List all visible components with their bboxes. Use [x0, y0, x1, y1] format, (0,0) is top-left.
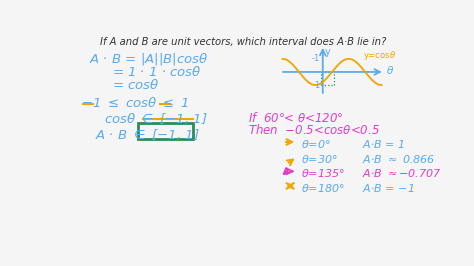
- Text: $\theta$=0$\degree$: $\theta$=0$\degree$: [301, 138, 331, 150]
- Text: -1: -1: [311, 54, 319, 63]
- Text: y=cos$\theta$: y=cos$\theta$: [363, 49, 396, 62]
- Text: cos$\theta$ $\in$ [$-$1, 1]: cos$\theta$ $\in$ [$-$1, 1]: [104, 111, 208, 126]
- Text: $\theta$=135$\degree$: $\theta$=135$\degree$: [301, 167, 345, 180]
- Text: If  60$\degree$< $\theta$<120$\degree$: If 60$\degree$< $\theta$<120$\degree$: [247, 111, 343, 125]
- Text: Then  $-$0.5<cos$\theta$<0.5: Then $-$0.5<cos$\theta$<0.5: [247, 123, 380, 137]
- Text: $-$1 $\leq$ cos$\theta$ $\leq$ 1: $-$1 $\leq$ cos$\theta$ $\leq$ 1: [81, 96, 189, 110]
- Text: = cos$\theta$: = cos$\theta$: [112, 78, 159, 92]
- Text: A $\cdot$ B $\in$ [$-$1, 1]: A $\cdot$ B $\in$ [$-$1, 1]: [95, 127, 200, 142]
- Text: $\theta$: $\theta$: [386, 64, 394, 76]
- Text: If A and B are unit vectors, which interval does A·B lie in?: If A and B are unit vectors, which inter…: [100, 37, 386, 47]
- Text: = 1 $\cdot$ 1 $\cdot$ cos$\theta$: = 1 $\cdot$ 1 $\cdot$ cos$\theta$: [112, 65, 201, 79]
- Text: A$\cdot$B $\approx$ 0.866: A$\cdot$B $\approx$ 0.866: [362, 153, 434, 165]
- Text: A$\cdot$B = $-$1: A$\cdot$B = $-$1: [362, 182, 414, 194]
- Text: A$\cdot$B $\approx$$-$0.707: A$\cdot$B $\approx$$-$0.707: [362, 167, 441, 180]
- Text: A$\cdot$B = 1: A$\cdot$B = 1: [362, 138, 405, 150]
- Text: A $\cdot$ B = |A||B|cos$\theta$: A $\cdot$ B = |A||B|cos$\theta$: [89, 51, 208, 67]
- Text: 1: 1: [314, 81, 319, 90]
- Text: $\theta$=180$\degree$: $\theta$=180$\degree$: [301, 182, 345, 194]
- Text: $\theta$=30$\degree$: $\theta$=30$\degree$: [301, 153, 338, 165]
- Text: y: y: [325, 47, 331, 57]
